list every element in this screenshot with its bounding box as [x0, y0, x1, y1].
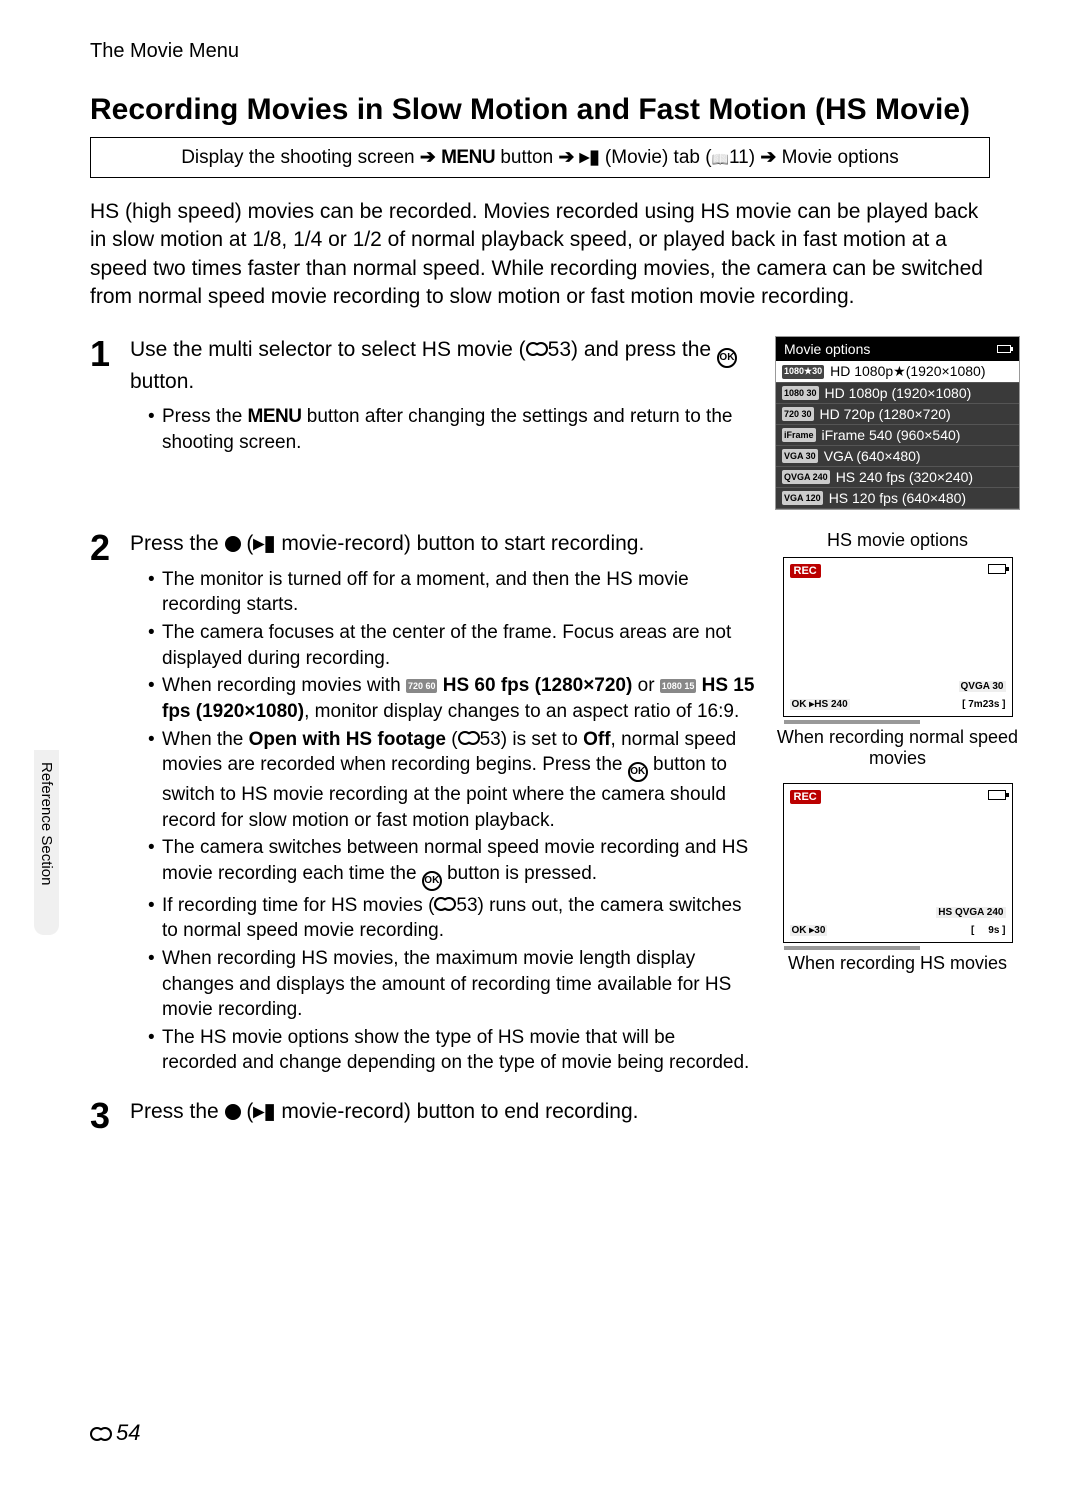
ok-indicator: OK ▸30 — [790, 925, 828, 936]
menu-item-label: HD 720p (1280×720) — [820, 406, 951, 422]
battery-icon — [988, 790, 1006, 800]
battery-icon — [997, 345, 1011, 353]
menu-item: iFrame iFrame 540 (960×540) — [776, 425, 1019, 446]
step-number: 3 — [90, 1098, 130, 1134]
step2-bullet: When recording HS movies, the maximum mo… — [148, 946, 755, 1023]
book-icon — [712, 147, 729, 168]
ok-button-icon: OK — [628, 762, 648, 782]
ref-icon — [526, 340, 548, 356]
step1-bullet: Press the MENU button after changing the… — [148, 404, 755, 455]
step-3: 3 Press the (▸▮ movie-record) button to … — [90, 1098, 1020, 1134]
step-number: 2 — [90, 530, 130, 1078]
rec-indicator: REC — [790, 790, 821, 804]
lcd-preview-normal: REC QVGA 30 OK ▸HS 240 [ 7m23s ] — [783, 557, 1013, 717]
caption-normal: When recording normal speed movies — [775, 727, 1020, 769]
menu-item: QVGA 240 HS 240 fps (320×240) — [776, 467, 1019, 488]
menu-item-label: HS 120 fps (640×480) — [829, 490, 966, 506]
step2-heading: Press the (▸▮ movie-record) button to st… — [130, 530, 755, 558]
mode-icon: VGA 30 — [782, 449, 818, 463]
mode-indicator: HS QVGA 240 — [936, 907, 1005, 918]
menu-item: 720 30 HD 720p (1280×720) — [776, 404, 1019, 425]
mode-icon: VGA 120 — [782, 491, 823, 505]
battery-icon — [988, 564, 1006, 574]
time-remaining: [ 9s ] — [971, 925, 1005, 936]
caption-hs: When recording HS movies — [775, 953, 1020, 974]
lcd-preview-hs: REC HS QVGA 240 OK ▸30 [ 9s ] — [783, 783, 1013, 943]
step2-bullet: When recording movies with 720 60 HS 60 … — [148, 673, 755, 724]
section-header: The Movie Menu — [60, 40, 1020, 63]
page-title: Recording Movies in Slow Motion and Fast… — [60, 93, 1020, 127]
menu-item-label: iFrame 540 (960×540) — [822, 427, 961, 443]
record-button-icon — [225, 536, 241, 552]
ref-icon — [458, 729, 480, 745]
rec-indicator: REC — [790, 564, 821, 578]
ref-icon — [434, 895, 456, 911]
ref-icon — [90, 1425, 112, 1441]
mode-icon: QVGA 240 — [782, 470, 830, 484]
step-2: 2 Press the (▸▮ movie-record) button to … — [90, 530, 1020, 1078]
mode-indicator: QVGA 30 — [959, 681, 1006, 692]
movie-tab-icon: ▸▮ — [580, 146, 600, 169]
time-remaining: [ 7m23s ] — [962, 699, 1005, 710]
step2-bullet: If recording time for HS movies (53) run… — [148, 893, 755, 944]
side-tab-label: Reference Section — [34, 750, 59, 935]
step3-heading: Press the (▸▮ movie-record) button to en… — [130, 1098, 1020, 1126]
step-1: 1 Use the multi selector to select HS mo… — [90, 336, 1020, 510]
movie-options-menu: Movie options 1080★30 HD 1080p★(1920×1080… — [775, 336, 1020, 510]
movie-record-icon: ▸▮ — [253, 530, 275, 558]
record-button-icon — [225, 1104, 241, 1120]
mode-icon: iFrame — [782, 428, 816, 442]
menu-item-label: VGA (640×480) — [824, 448, 921, 464]
step2-bullet: The monitor is turned off for a moment, … — [148, 567, 755, 618]
movie-record-icon: ▸▮ — [253, 1098, 275, 1126]
menu-item: 1080★30 HD 1080p★(1920×1080) — [776, 361, 1019, 383]
step-number: 1 — [90, 336, 130, 510]
ok-hs-indicator: OK ▸HS 240 — [790, 699, 850, 710]
menu-item: 1080 30 HD 1080p (1920×1080) — [776, 383, 1019, 404]
menu-item: VGA 120 HS 120 fps (640×480) — [776, 488, 1019, 509]
ok-button-icon: OK — [717, 348, 737, 368]
mode-icon: 720 30 — [782, 407, 814, 421]
step2-bullet: The HS movie options show the type of HS… — [148, 1025, 755, 1076]
mode-icon: 1080 30 — [782, 386, 819, 400]
page-number: 54 — [90, 1420, 140, 1446]
step2-bullet: The camera focuses at the center of the … — [148, 620, 755, 671]
menu-item-label: HS 240 fps (320×240) — [836, 469, 973, 485]
intro-text: HS (high speed) movies can be recorded. … — [90, 198, 990, 311]
side-title: HS movie options — [775, 530, 1020, 551]
menu-item: VGA 30 VGA (640×480) — [776, 446, 1019, 467]
mode-icon: 1080★30 — [782, 365, 824, 379]
mode-icon: 1080 15 — [660, 679, 697, 693]
mode-icon: 720 60 — [406, 679, 438, 693]
step2-bullet: The camera switches between normal speed… — [148, 835, 755, 890]
step2-bullet: When the Open with HS footage (53) is se… — [148, 727, 755, 834]
breadcrumb: Display the shooting screen ➔ MENU butto… — [90, 137, 990, 178]
ok-button-icon: OK — [422, 871, 442, 891]
menu-title: Movie options — [784, 341, 870, 357]
step1-heading: Use the multi selector to select HS movi… — [130, 336, 755, 396]
menu-item-label: HD 1080p (1920×1080) — [825, 385, 972, 401]
menu-item-label: HD 1080p★(1920×1080) — [830, 363, 985, 380]
